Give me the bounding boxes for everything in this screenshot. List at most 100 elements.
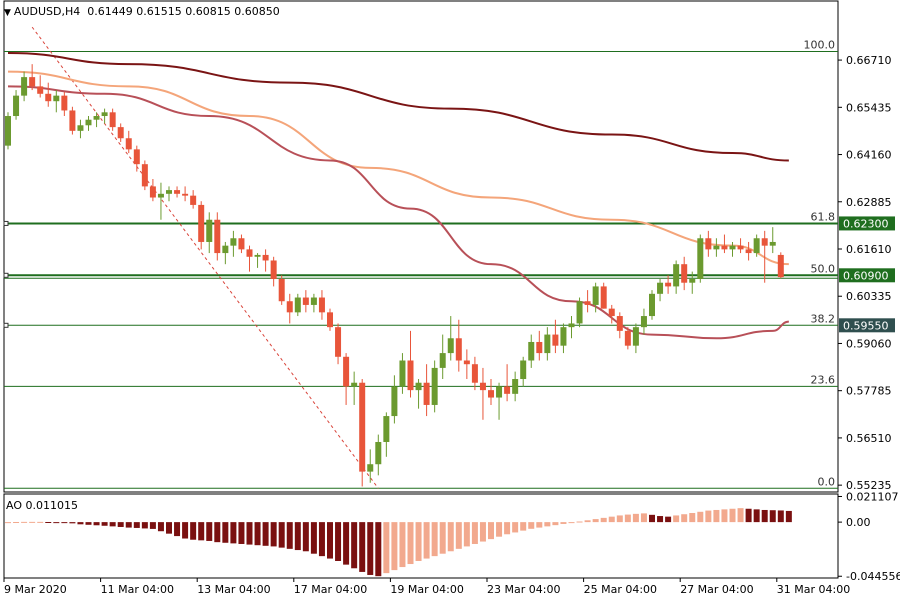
candle-body[interactable] bbox=[657, 282, 664, 294]
candle-body[interactable] bbox=[230, 238, 237, 246]
candle-body[interactable] bbox=[520, 360, 527, 380]
candle-body[interactable] bbox=[649, 293, 655, 317]
candle-body[interactable] bbox=[190, 195, 197, 205]
candle-body[interactable] bbox=[29, 77, 36, 87]
candle-body[interactable] bbox=[375, 441, 382, 465]
candle-body[interactable] bbox=[689, 279, 696, 283]
candle-body[interactable] bbox=[383, 416, 390, 442]
moving-average-mid[interactable] bbox=[7, 70, 789, 266]
candle-body[interactable] bbox=[455, 338, 462, 361]
candle-body[interactable] bbox=[777, 254, 784, 278]
candle-body[interactable] bbox=[665, 282, 672, 287]
candle-body[interactable] bbox=[761, 238, 768, 246]
candle-body[interactable] bbox=[109, 112, 116, 128]
candle-body[interactable] bbox=[600, 286, 607, 309]
candle-body[interactable] bbox=[721, 245, 728, 250]
candle-body[interactable] bbox=[85, 119, 92, 126]
candle-body[interactable] bbox=[270, 260, 277, 280]
candle-body[interactable] bbox=[616, 316, 623, 331]
candle-body[interactable] bbox=[359, 382, 366, 472]
candle-body[interactable] bbox=[214, 219, 221, 254]
candle-body[interactable] bbox=[568, 323, 575, 328]
candle-body[interactable] bbox=[141, 164, 148, 187]
candle-body[interactable] bbox=[407, 360, 414, 391]
candle-body[interactable] bbox=[447, 338, 454, 354]
candle-body[interactable] bbox=[206, 219, 213, 242]
candle-body[interactable] bbox=[222, 245, 229, 254]
candle-body[interactable] bbox=[254, 254, 261, 257]
candle-body[interactable] bbox=[399, 360, 406, 387]
candle-body[interactable] bbox=[729, 245, 736, 250]
candle-body[interactable] bbox=[624, 330, 631, 346]
candle-body[interactable] bbox=[310, 297, 317, 305]
candle-body[interactable] bbox=[294, 297, 301, 313]
candle-body[interactable] bbox=[182, 193, 189, 196]
trendline[interactable] bbox=[31, 26, 379, 489]
candle-body[interactable] bbox=[262, 254, 269, 261]
candle-body[interactable] bbox=[53, 95, 60, 102]
candle-body[interactable] bbox=[238, 238, 245, 250]
candle-body[interactable] bbox=[496, 386, 503, 398]
candle-body[interactable] bbox=[632, 327, 639, 346]
candle-body[interactable] bbox=[576, 301, 583, 324]
candle-body[interactable] bbox=[592, 286, 599, 305]
candle-body[interactable] bbox=[166, 190, 172, 194]
candle-body[interactable] bbox=[61, 95, 68, 111]
candle-body[interactable] bbox=[745, 249, 752, 254]
candle-body[interactable] bbox=[504, 386, 511, 394]
candle-body[interactable] bbox=[117, 127, 124, 139]
candle-body[interactable] bbox=[471, 364, 478, 383]
candle-body[interactable] bbox=[705, 238, 712, 250]
candle-body[interactable] bbox=[697, 238, 704, 280]
candle-body[interactable] bbox=[133, 149, 140, 165]
candle-body[interactable] bbox=[45, 93, 52, 102]
candle-body[interactable] bbox=[77, 125, 84, 131]
candle-body[interactable] bbox=[423, 382, 430, 405]
candle-body[interactable] bbox=[318, 297, 325, 313]
candle-body[interactable] bbox=[351, 382, 358, 387]
candle-body[interactable] bbox=[391, 386, 398, 417]
candle-body[interactable] bbox=[149, 186, 156, 198]
candle-body[interactable] bbox=[640, 316, 647, 328]
candle-body[interactable] bbox=[560, 327, 567, 346]
candle-body[interactable] bbox=[673, 264, 680, 287]
candle-body[interactable] bbox=[93, 116, 100, 120]
candle-body[interactable] bbox=[327, 312, 333, 328]
candle-body[interactable] bbox=[13, 95, 20, 117]
candle-body[interactable] bbox=[198, 204, 205, 242]
candle-body[interactable] bbox=[753, 238, 760, 254]
candle-body[interactable] bbox=[544, 334, 551, 354]
candle-body[interactable] bbox=[479, 382, 486, 391]
candle-body[interactable] bbox=[69, 110, 76, 131]
candle-body[interactable] bbox=[431, 367, 438, 405]
candle-body[interactable] bbox=[125, 138, 132, 150]
candle-body[interactable] bbox=[343, 356, 350, 387]
line-handle-icon[interactable] bbox=[3, 322, 9, 328]
candle-body[interactable] bbox=[608, 308, 615, 317]
candle-body[interactable] bbox=[5, 116, 11, 146]
candle-body[interactable] bbox=[367, 464, 374, 472]
dropdown-triangle-icon[interactable]: ▼ bbox=[4, 8, 11, 18]
candle-body[interactable] bbox=[37, 86, 44, 94]
candle-body[interactable] bbox=[439, 353, 446, 368]
candle-body[interactable] bbox=[737, 245, 744, 250]
candle-body[interactable] bbox=[713, 245, 720, 250]
candle-body[interactable] bbox=[174, 190, 181, 194]
candle-body[interactable] bbox=[488, 390, 494, 398]
line-handle-icon[interactable] bbox=[3, 220, 9, 226]
candle-body[interactable] bbox=[769, 241, 776, 246]
candle-body[interactable] bbox=[21, 77, 28, 96]
candle-body[interactable] bbox=[101, 112, 108, 117]
candle-body[interactable] bbox=[302, 297, 309, 305]
candle-body[interactable] bbox=[584, 301, 591, 305]
moving-average-slow[interactable] bbox=[7, 52, 789, 162]
candle-body[interactable] bbox=[552, 334, 559, 346]
candle-body[interactable] bbox=[528, 341, 535, 361]
line-handle-icon[interactable] bbox=[3, 272, 9, 278]
moving-average-fast[interactable] bbox=[7, 85, 789, 340]
candle-body[interactable] bbox=[536, 341, 543, 354]
candle-body[interactable] bbox=[512, 379, 519, 394]
candle-body[interactable] bbox=[278, 279, 285, 302]
candle-body[interactable] bbox=[681, 264, 688, 283]
